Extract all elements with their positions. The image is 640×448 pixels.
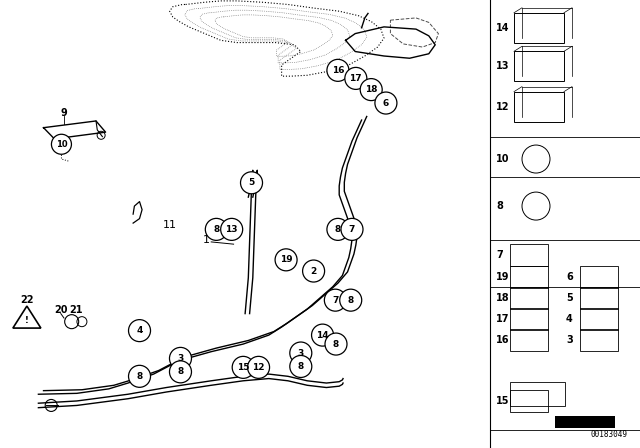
Text: 15: 15	[237, 363, 250, 372]
Bar	[514, 92, 564, 121]
Text: 10: 10	[496, 154, 509, 164]
Text: 2: 2	[313, 273, 321, 283]
Text: 5: 5	[248, 178, 255, 187]
Text: 6: 6	[566, 272, 573, 282]
Text: 8: 8	[213, 225, 220, 234]
Circle shape	[341, 218, 363, 241]
Text: 18: 18	[496, 293, 509, 303]
Circle shape	[312, 324, 333, 346]
Circle shape	[51, 134, 72, 154]
Bar	[510, 266, 548, 288]
Text: 6: 6	[383, 99, 389, 108]
Bar	[514, 52, 564, 81]
Text: 17: 17	[349, 74, 362, 83]
Circle shape	[170, 347, 191, 370]
Bar	[510, 308, 548, 331]
Bar	[510, 390, 548, 412]
Circle shape	[340, 289, 362, 311]
Circle shape	[170, 361, 191, 383]
Text: 13: 13	[225, 225, 238, 234]
Text: 8: 8	[348, 296, 354, 305]
Text: !: !	[25, 315, 29, 325]
Circle shape	[290, 342, 312, 364]
Text: 17: 17	[496, 314, 509, 324]
Circle shape	[324, 289, 346, 311]
Text: 20: 20	[54, 305, 68, 315]
Circle shape	[248, 356, 269, 379]
Text: 14: 14	[496, 23, 509, 33]
Text: 4: 4	[566, 314, 573, 324]
Text: 8: 8	[177, 367, 184, 376]
Text: 8: 8	[298, 362, 304, 371]
Text: 8: 8	[335, 225, 341, 234]
Text: 19: 19	[280, 255, 292, 264]
Text: 13: 13	[496, 61, 509, 71]
Bar	[510, 287, 548, 309]
Bar	[580, 287, 618, 309]
Text: 4: 4	[136, 326, 143, 335]
Circle shape	[205, 218, 227, 241]
Text: 21: 21	[68, 305, 83, 315]
Circle shape	[360, 78, 382, 101]
Bar	[580, 308, 618, 331]
Text: 22: 22	[20, 295, 34, 305]
Text: 12: 12	[252, 363, 265, 372]
Text: 11: 11	[163, 220, 177, 230]
Text: 16: 16	[332, 66, 344, 75]
Bar	[580, 329, 618, 352]
Circle shape	[221, 218, 243, 241]
Text: 7: 7	[332, 296, 339, 305]
Text: 3: 3	[177, 354, 184, 363]
Text: 3: 3	[566, 336, 573, 345]
Text: 14: 14	[316, 331, 329, 340]
Text: 7: 7	[349, 225, 355, 234]
Text: 5: 5	[566, 293, 573, 303]
Text: 1: 1	[203, 235, 209, 245]
Text: 12: 12	[496, 102, 509, 112]
Text: 9: 9	[61, 108, 67, 118]
Text: 3: 3	[298, 349, 304, 358]
Bar	[514, 13, 564, 43]
Bar	[510, 244, 548, 267]
Text: 8: 8	[136, 372, 143, 381]
Text: 2: 2	[310, 267, 317, 276]
Circle shape	[129, 365, 150, 388]
Text: 10: 10	[56, 140, 67, 149]
Circle shape	[275, 249, 297, 271]
Circle shape	[375, 92, 397, 114]
Circle shape	[327, 218, 349, 241]
Text: 19: 19	[496, 272, 509, 282]
Circle shape	[345, 67, 367, 90]
Text: 16: 16	[496, 336, 509, 345]
Text: 00183049: 00183049	[590, 430, 627, 439]
Text: 8: 8	[333, 340, 339, 349]
Circle shape	[241, 172, 262, 194]
Bar	[555, 416, 615, 428]
Circle shape	[327, 59, 349, 82]
Bar	[510, 329, 548, 352]
Text: 15: 15	[496, 396, 509, 406]
Circle shape	[129, 319, 150, 342]
Circle shape	[290, 355, 312, 378]
Bar	[580, 266, 618, 288]
Circle shape	[232, 356, 254, 379]
Circle shape	[303, 260, 324, 282]
Text: 18: 18	[365, 85, 378, 94]
Circle shape	[325, 333, 347, 355]
Text: 7: 7	[496, 250, 503, 260]
Text: 8: 8	[496, 201, 503, 211]
Bar	[510, 382, 565, 406]
